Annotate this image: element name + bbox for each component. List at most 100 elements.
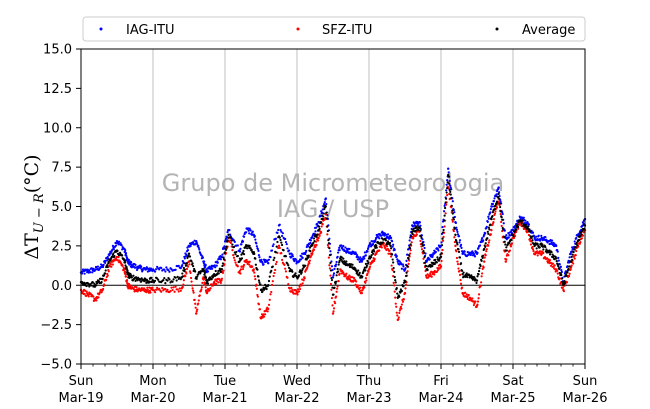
data-point xyxy=(271,244,274,248)
data-point xyxy=(206,270,210,273)
y-tick-label: 12.5 xyxy=(43,82,72,97)
data-point xyxy=(178,276,181,279)
data-point xyxy=(553,264,556,267)
data-point xyxy=(443,225,446,228)
data-point xyxy=(420,236,423,239)
data-point xyxy=(458,256,462,259)
data-point xyxy=(400,307,403,310)
data-point xyxy=(386,233,390,236)
data-point xyxy=(328,247,331,250)
data-point xyxy=(191,262,194,265)
series-iag-itu xyxy=(79,167,587,284)
data-point xyxy=(320,225,323,228)
data-point xyxy=(437,259,441,262)
data-point xyxy=(445,191,448,194)
data-point xyxy=(252,268,255,271)
data-point xyxy=(418,226,422,230)
data-point xyxy=(355,280,358,283)
data-point xyxy=(210,278,213,281)
data-point xyxy=(111,244,114,248)
legend-marker-iag-itu xyxy=(99,27,103,31)
data-point xyxy=(482,254,485,257)
data-point xyxy=(173,290,176,293)
data-point xyxy=(174,268,177,271)
data-point xyxy=(183,257,186,260)
data-point xyxy=(520,222,523,225)
data-point xyxy=(286,247,289,250)
data-point xyxy=(255,283,258,286)
data-point xyxy=(542,251,545,254)
data-point xyxy=(485,250,488,253)
data-point xyxy=(491,205,494,208)
data-point xyxy=(571,253,574,256)
data-point xyxy=(103,283,106,286)
data-point xyxy=(532,234,536,237)
data-point xyxy=(378,249,381,252)
data-point xyxy=(448,179,451,183)
data-point xyxy=(148,289,152,293)
data-point xyxy=(427,276,430,279)
data-point xyxy=(487,217,490,220)
data-point xyxy=(516,223,519,226)
data-point xyxy=(85,290,88,293)
data-point xyxy=(357,284,360,287)
ylabel-subscript: U − R xyxy=(32,193,47,233)
data-point xyxy=(488,239,491,242)
data-point xyxy=(457,248,460,251)
data-point xyxy=(282,249,285,252)
data-point xyxy=(563,280,566,283)
data-point xyxy=(352,277,356,280)
data-point xyxy=(295,290,298,293)
data-point xyxy=(140,280,143,283)
data-point xyxy=(239,268,243,271)
data-point xyxy=(95,299,98,302)
data-point xyxy=(508,241,511,245)
data-point xyxy=(102,265,105,269)
data-point xyxy=(186,246,189,249)
data-point xyxy=(199,272,202,275)
data-point xyxy=(391,253,394,256)
data-point xyxy=(125,278,129,282)
data-point xyxy=(423,246,426,250)
data-point xyxy=(270,283,274,286)
data-point xyxy=(158,268,161,271)
data-point xyxy=(269,256,272,259)
data-point xyxy=(370,254,373,257)
data-point xyxy=(240,257,244,260)
data-point xyxy=(326,233,329,236)
data-point xyxy=(232,245,236,249)
data-point xyxy=(83,292,86,295)
data-point xyxy=(101,277,104,281)
data-point xyxy=(567,274,571,278)
data-point xyxy=(489,211,492,214)
data-point xyxy=(463,250,466,253)
data-point xyxy=(177,264,180,268)
data-point xyxy=(226,231,229,234)
data-point xyxy=(555,257,558,260)
data-point xyxy=(192,265,195,268)
data-point xyxy=(296,288,300,291)
data-point xyxy=(246,247,249,250)
data-point xyxy=(174,276,177,279)
data-point xyxy=(202,262,206,265)
data-point xyxy=(267,303,271,306)
data-point xyxy=(179,278,182,281)
data-point xyxy=(153,290,157,294)
data-point xyxy=(284,255,288,258)
data-point xyxy=(491,202,495,206)
data-point xyxy=(334,280,338,283)
data-point xyxy=(489,233,492,236)
data-point xyxy=(257,249,260,252)
data-point xyxy=(513,230,517,233)
data-point xyxy=(242,253,246,256)
data-point xyxy=(363,257,366,260)
data-point xyxy=(359,286,362,289)
data-point xyxy=(480,281,483,284)
data-point xyxy=(456,233,460,236)
data-point xyxy=(227,233,230,237)
data-point xyxy=(565,281,569,284)
data-point xyxy=(390,255,393,258)
data-point xyxy=(192,241,195,244)
data-point xyxy=(364,281,367,284)
